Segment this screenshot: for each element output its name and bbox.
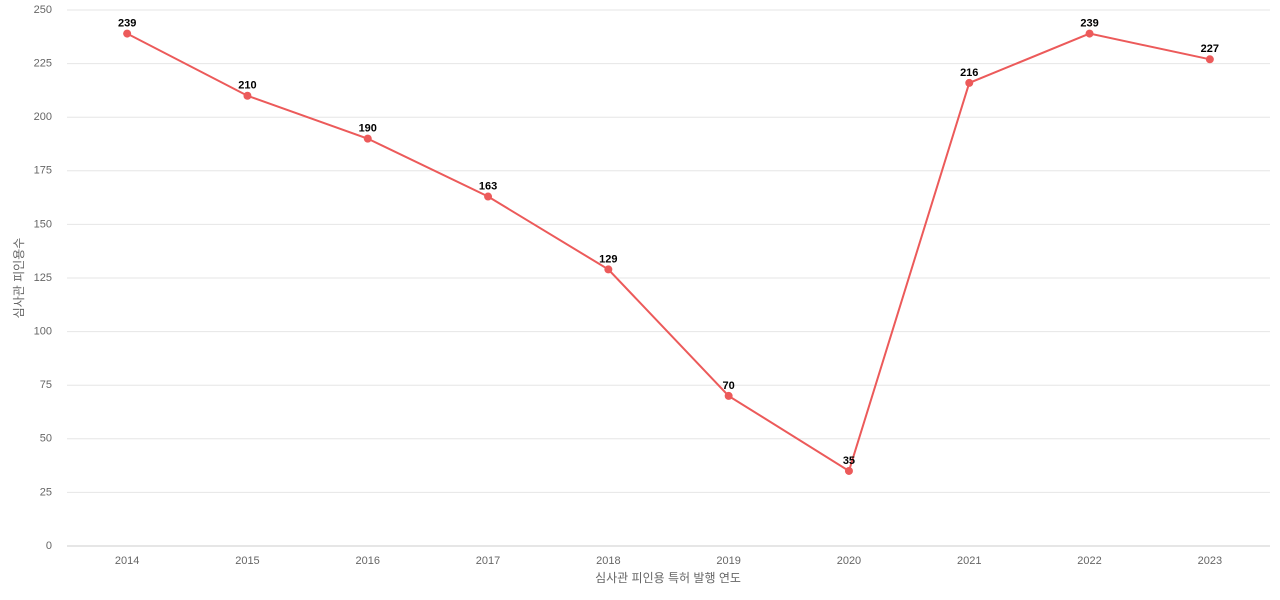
value-label: 70: [723, 380, 735, 392]
point: [844, 466, 853, 475]
y-tick-label: 75: [40, 379, 52, 391]
point: [484, 192, 493, 201]
x-tick-label: 2014: [115, 555, 139, 567]
y-tick-label: 50: [40, 433, 52, 445]
point: [724, 391, 733, 400]
y-tick-label: 100: [34, 326, 52, 338]
x-tick-label: 2016: [356, 555, 380, 567]
point: [123, 29, 132, 38]
value-label: 239: [118, 17, 136, 29]
value-label: 35: [843, 455, 855, 467]
x-tick-label: 2020: [837, 555, 861, 567]
y-tick-label: 0: [46, 540, 52, 552]
y-tick-label: 200: [34, 111, 52, 123]
x-tick-label: 2018: [596, 555, 620, 567]
value-label: 129: [599, 253, 617, 265]
y-tick-label: 150: [34, 218, 52, 230]
y-tick-label: 175: [34, 165, 52, 177]
point: [965, 78, 974, 87]
x-axis-label: 심사관 피인용 특허 발행 연도: [595, 570, 741, 585]
y-tick-label: 125: [34, 272, 52, 284]
line: [126, 32, 1211, 473]
value-label: 239: [1080, 17, 1098, 29]
y-axis-label: 심사관 피인용수: [12, 238, 26, 319]
point: [363, 134, 372, 143]
value-label: 227: [1201, 43, 1219, 55]
value-label: 163: [479, 180, 497, 192]
y-tick-label: 250: [34, 4, 52, 16]
x-tick-label: 2023: [1198, 555, 1222, 567]
point: [1205, 55, 1214, 64]
y-tick-label: 25: [40, 486, 52, 498]
y-tick-label: 225: [34, 58, 52, 70]
x-tick-label: 2017: [476, 555, 500, 567]
x-tick-label: 2019: [716, 555, 740, 567]
value-label: 216: [960, 67, 978, 79]
x-tick-label: 2022: [1077, 555, 1101, 567]
x-tick-label: 2021: [957, 555, 981, 567]
point: [243, 91, 252, 100]
x-tick-label: 2015: [235, 555, 259, 567]
value-label: 190: [359, 123, 377, 135]
point: [604, 265, 613, 274]
value-label: 210: [238, 80, 256, 92]
point: [1085, 29, 1094, 38]
